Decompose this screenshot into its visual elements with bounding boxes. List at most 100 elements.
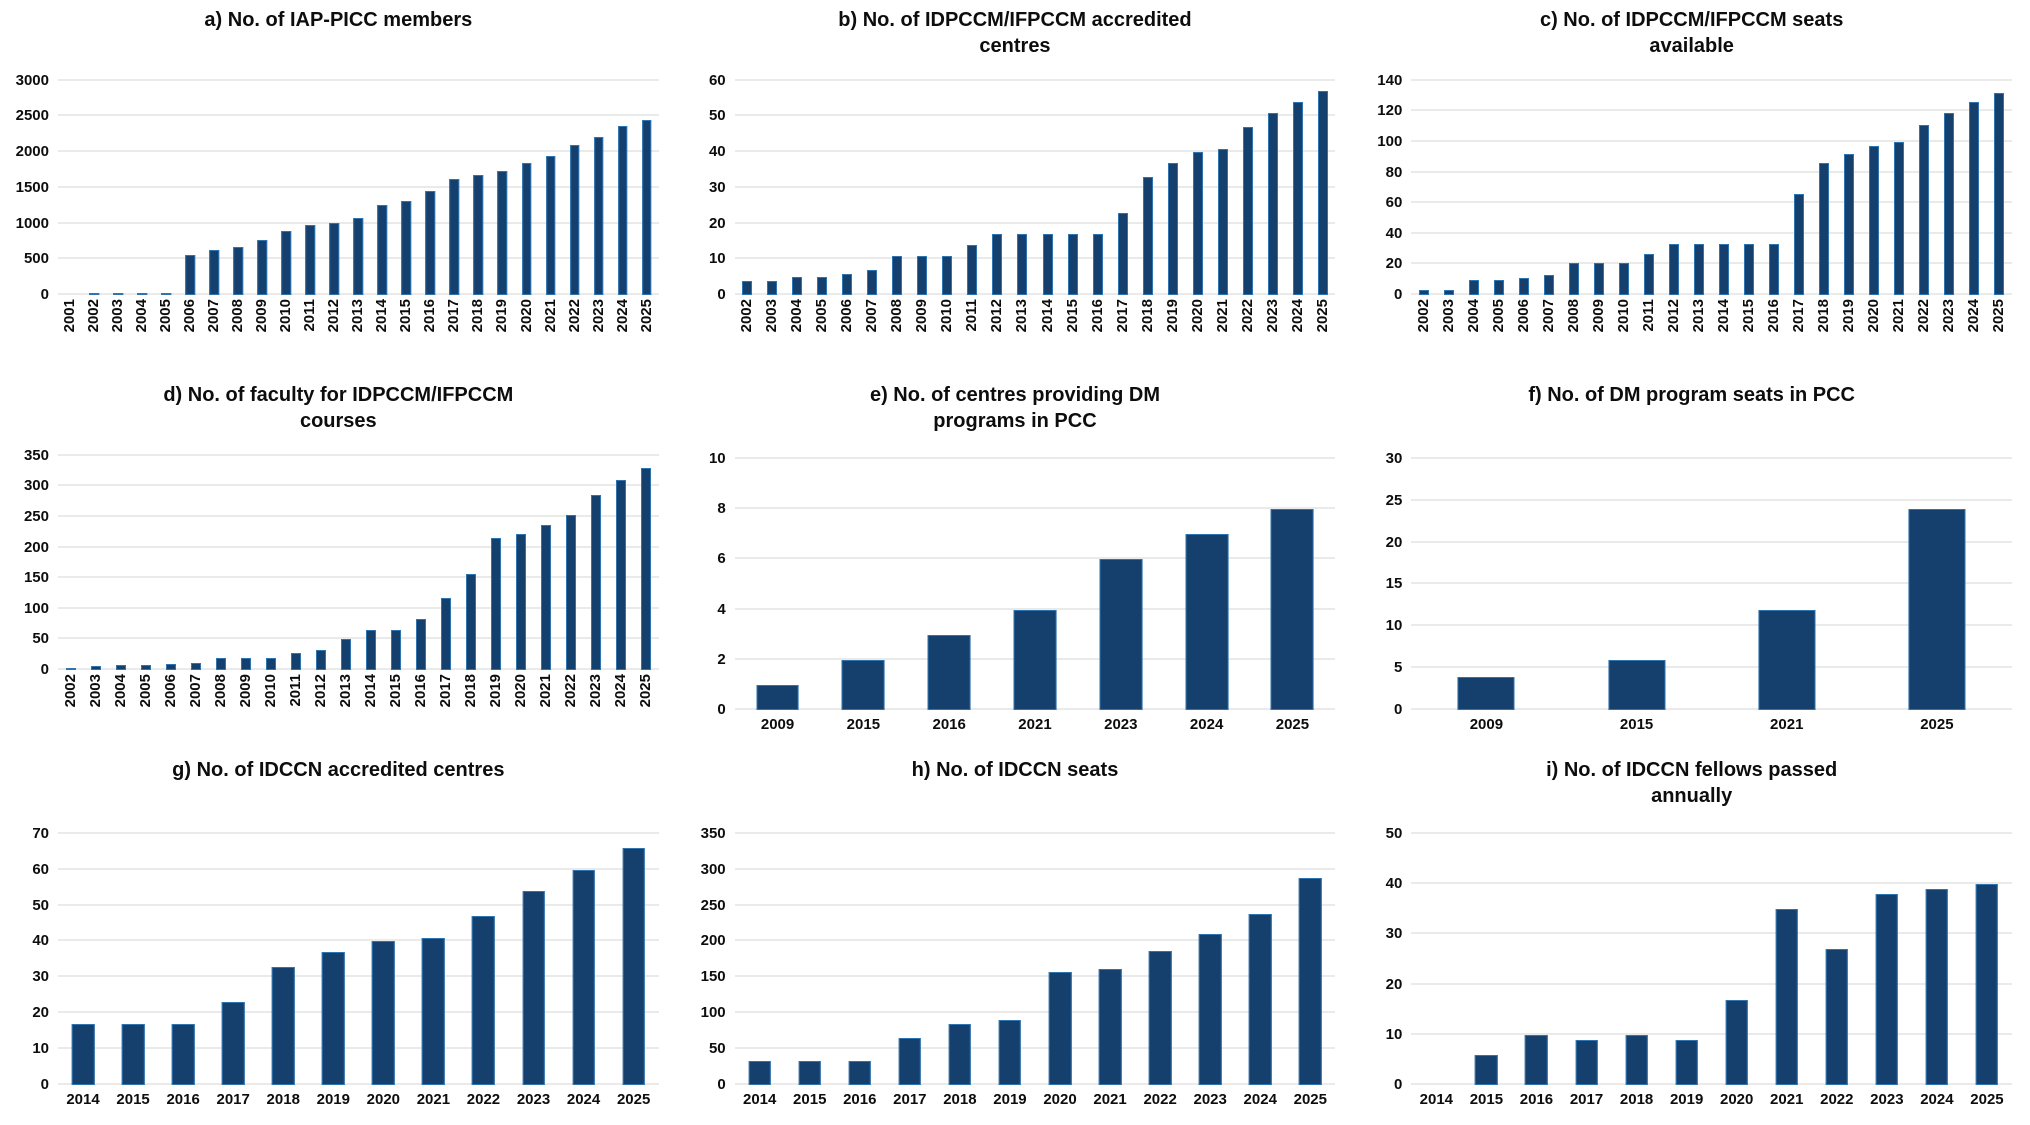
gridline <box>58 1011 659 1014</box>
bar-c-2014 <box>1719 244 1730 295</box>
gridline <box>58 484 659 487</box>
bar-a-2023 <box>593 137 604 295</box>
x-tick-label: 2024 <box>1920 1091 1954 1108</box>
y-tick-label: 100 <box>23 599 49 617</box>
bar-f-2015 <box>1608 659 1666 710</box>
x-tick-label: 2019 <box>316 1091 350 1108</box>
y-tick-label: 5 <box>1393 659 1403 677</box>
y-tick-label: 1000 <box>15 214 49 232</box>
gridline <box>1411 666 2012 669</box>
bar-g-2024 <box>572 869 595 1085</box>
x-tick-label: 2012 <box>311 674 329 708</box>
x-tick-label: 2014 <box>1715 299 1733 333</box>
bar-a-2020 <box>521 162 532 295</box>
bar-a-2022 <box>569 144 580 295</box>
chart-panel-c: c) No. of IDPCCM/IFPCCM seats available 0… <box>1353 0 2030 375</box>
gridline <box>58 150 659 153</box>
x-tick-label: 2009 <box>236 674 254 708</box>
bar-h-2020 <box>1048 971 1072 1085</box>
gridline <box>734 1047 1336 1050</box>
y-axis-g: 0 10 20 30 40 50 60 70 <box>8 812 58 1093</box>
y-tick-label: 30 <box>32 968 49 986</box>
plot-column-f: 2009 2015 2021 2025 <box>1411 437 2012 742</box>
y-axis-e: 0 2 4 6 8 10 <box>685 437 735 718</box>
plot-area-d <box>58 437 659 670</box>
x-tick-label: 2025 <box>1920 716 1954 733</box>
x-tick-label: 2011 <box>301 299 319 332</box>
x-tick-label: 2024 <box>1243 1091 1277 1108</box>
bar-d-2007 <box>190 662 201 670</box>
y-tick-label: 8 <box>717 500 726 518</box>
plot-column-c: 2002 2003 2004 2005 2006 2007 2008 2009 2010 2011… <box>1411 62 2012 367</box>
x-axis-i: 2014 2015 2016 2017 2018 2019 2020 2021 2022 2023… <box>1411 1085 2012 1117</box>
plot-column-b: 2002 2003 2004 2005 2006 2007 2008 2009 2010 2011… <box>734 62 1336 367</box>
gridline <box>734 831 1336 834</box>
y-tick-label: 20 <box>1385 533 1403 551</box>
x-tick-label: 2025 <box>616 1091 651 1108</box>
y-tick-label: 60 <box>32 860 49 878</box>
bar-d-2020 <box>516 534 526 670</box>
gridline <box>1411 231 2012 234</box>
y-tick-label: 20 <box>708 214 726 232</box>
chart-area-c: 0 20 40 60 80 100 120 140 2002 2003 2004 2005 2006 20… <box>1353 62 2030 375</box>
bar-i-2017 <box>1575 1039 1598 1085</box>
bar-c-2009 <box>1594 262 1605 295</box>
chart-title-a: a) No. of IAP-PICC members <box>204 9 473 31</box>
x-tick-label: 2013 <box>1690 299 1708 333</box>
x-tick-label: 2003 <box>86 674 104 708</box>
bar-b-2019 <box>1167 162 1178 295</box>
x-tick-label: 2017 <box>893 1091 927 1108</box>
x-tick-label: 2014 <box>1038 299 1056 333</box>
gridline <box>734 185 1336 188</box>
y-tick-label: 6 <box>717 550 726 568</box>
x-axis-c: 2002 2003 2004 2005 2006 2007 2008 2009 2010 2011… <box>1411 295 2012 367</box>
x-tick-label: 2018 <box>461 674 479 708</box>
y-tick-label: 15 <box>1385 575 1403 593</box>
gridline <box>58 939 659 942</box>
x-axis-h: 2014 2015 2016 2017 2018 2019 2020 2021 2022 2023… <box>735 1085 1336 1117</box>
gridline <box>734 1011 1336 1014</box>
x-tick-label: 2023 <box>1940 299 1958 333</box>
gridline <box>734 78 1336 81</box>
x-tick-label: 2004 <box>111 674 129 708</box>
y-tick-label: 0 <box>1393 701 1403 718</box>
x-tick-label: 2016 <box>1519 1091 1554 1108</box>
gridline <box>734 867 1336 870</box>
x-tick-label: 2023 <box>1263 299 1281 333</box>
gridline <box>1411 293 2012 295</box>
x-tick-label: 2024 <box>1288 299 1306 333</box>
x-tick-label: 2009 <box>1469 716 1504 733</box>
plot-column-a: 2001 2002 2003 2004 2005 2006 2007 2008 2009 2010… <box>58 62 659 367</box>
chart-panel-i: i) No. of IDCCN fellows passed annually 0… <box>1353 750 2030 1125</box>
x-tick-label: 2020 <box>1043 1091 1077 1108</box>
bar-c-2020 <box>1869 146 1880 295</box>
chart-title-d: d) No. of faculty for IDPCCM/IFPCCM cour… <box>163 384 514 432</box>
y-tick-label: 50 <box>32 896 49 914</box>
bar-d-2016 <box>415 619 426 670</box>
x-tick-label: 2023 <box>1104 716 1138 733</box>
chart-panel-h: h) No. of IDCCN seats 0 50 100 150 200 250 300 3… <box>677 750 1354 1125</box>
chart-panel-b: b) No. of IDPCCM/IFPCCM accredited centr… <box>677 0 1354 375</box>
bar-i-2015 <box>1475 1054 1498 1085</box>
x-tick-label: 2019 <box>993 1091 1027 1108</box>
x-tick-label: 2013 <box>336 674 354 708</box>
x-tick-label: 2009 <box>760 716 795 733</box>
bar-d-2025 <box>641 467 652 670</box>
x-tick-label: 2022 <box>565 299 583 333</box>
y-tick-label: 4 <box>717 600 726 618</box>
bar-b-2004 <box>792 277 803 295</box>
x-tick-label: 2011 <box>963 299 981 332</box>
bar-c-2010 <box>1619 262 1630 295</box>
bar-e-2024 <box>1185 534 1229 710</box>
y-tick-label: 10 <box>32 1040 49 1058</box>
bar-h-2017 <box>898 1038 922 1085</box>
bar-b-2003 <box>767 280 778 295</box>
bar-a-2016 <box>425 190 436 295</box>
x-tick-label: 2002 <box>85 299 103 333</box>
x-tick-label: 2017 <box>1113 299 1131 333</box>
y-tick-label: 150 <box>23 569 49 587</box>
y-tick-label: 0 <box>1393 286 1403 303</box>
y-tick-label: 0 <box>40 661 49 678</box>
bar-h-2025 <box>1299 878 1322 1085</box>
bar-f-2009 <box>1457 676 1515 710</box>
